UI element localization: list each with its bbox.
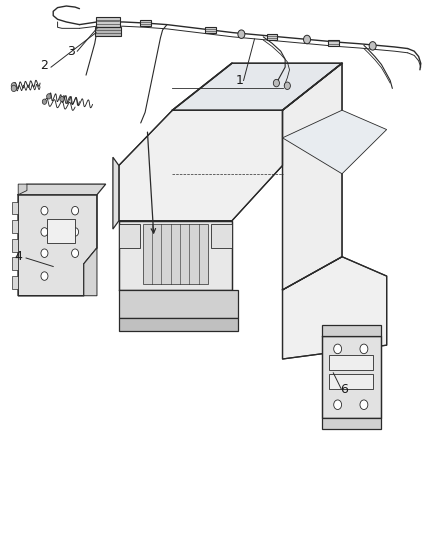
- Polygon shape: [282, 110, 386, 174]
- Bar: [95, 27, 121, 36]
- Bar: [327, 39, 338, 46]
- Text: 6: 6: [339, 383, 347, 396]
- Circle shape: [11, 85, 16, 92]
- Text: 3: 3: [67, 45, 74, 58]
- Bar: [328, 356, 372, 370]
- Circle shape: [71, 206, 78, 215]
- Polygon shape: [172, 110, 282, 221]
- Bar: [12, 220, 18, 233]
- Bar: [139, 20, 150, 26]
- Polygon shape: [321, 325, 381, 336]
- Circle shape: [284, 82, 290, 90]
- Polygon shape: [119, 221, 231, 290]
- Circle shape: [41, 206, 48, 215]
- Circle shape: [41, 228, 48, 236]
- Text: 2: 2: [39, 59, 47, 72]
- Circle shape: [46, 94, 51, 99]
- Polygon shape: [321, 418, 381, 429]
- Bar: [328, 374, 372, 389]
- Circle shape: [359, 344, 367, 354]
- Bar: [266, 34, 277, 40]
- Polygon shape: [119, 318, 237, 332]
- Polygon shape: [18, 184, 106, 195]
- Polygon shape: [321, 336, 381, 418]
- Circle shape: [71, 228, 78, 236]
- Circle shape: [60, 96, 64, 102]
- Circle shape: [42, 99, 46, 104]
- Circle shape: [237, 30, 244, 38]
- Bar: [12, 257, 18, 270]
- Circle shape: [368, 42, 375, 50]
- Text: 4: 4: [14, 250, 22, 263]
- Circle shape: [71, 249, 78, 257]
- Circle shape: [41, 272, 48, 280]
- Polygon shape: [18, 195, 97, 296]
- Polygon shape: [282, 63, 341, 290]
- Polygon shape: [113, 157, 119, 229]
- Polygon shape: [119, 290, 237, 318]
- Polygon shape: [119, 110, 282, 221]
- Bar: [95, 17, 120, 27]
- Circle shape: [333, 344, 341, 354]
- Circle shape: [333, 400, 341, 409]
- Bar: [46, 219, 75, 243]
- Text: 1: 1: [235, 74, 243, 87]
- Polygon shape: [142, 223, 208, 285]
- Polygon shape: [172, 63, 341, 110]
- Polygon shape: [119, 223, 139, 248]
- Circle shape: [303, 35, 310, 44]
- Circle shape: [41, 249, 48, 257]
- Circle shape: [273, 79, 279, 87]
- Bar: [12, 276, 18, 289]
- Bar: [12, 239, 18, 252]
- Polygon shape: [18, 184, 27, 195]
- Circle shape: [359, 400, 367, 409]
- Bar: [205, 27, 216, 33]
- Bar: [12, 201, 18, 214]
- Polygon shape: [211, 223, 231, 248]
- Polygon shape: [84, 248, 97, 296]
- Circle shape: [11, 83, 16, 89]
- Polygon shape: [282, 257, 386, 359]
